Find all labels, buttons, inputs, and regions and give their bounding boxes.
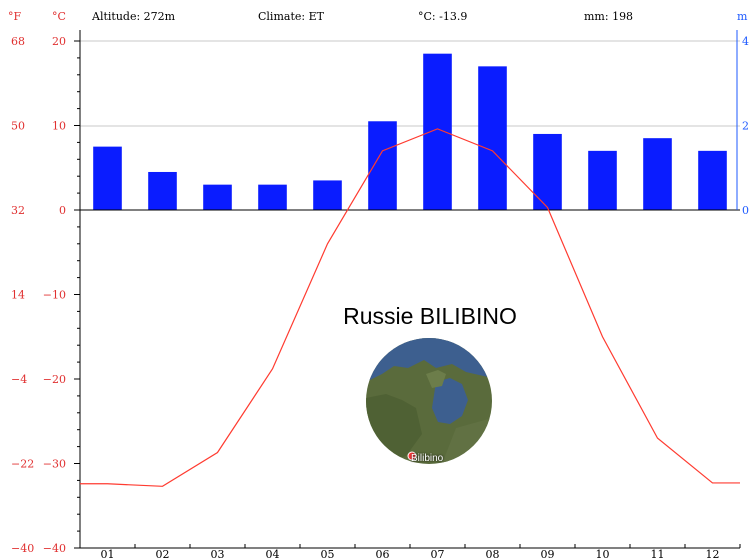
- mm-ticks: 4 2 0: [742, 35, 749, 217]
- month-labels: 01 02 03 04 05 06 07 08 09 10 11 12: [101, 544, 741, 558]
- precip-total-label: mm: 198: [584, 10, 633, 23]
- temperature-line: [80, 128, 740, 487]
- precip-bar-02: [148, 171, 177, 210]
- precip-bar-03: [203, 184, 232, 210]
- fahrenheit-tick-label: −40: [11, 542, 34, 555]
- precip-bar-06: [368, 121, 397, 210]
- fahrenheit-unit-label: °F: [8, 10, 22, 23]
- precip-bar-11: [643, 138, 672, 210]
- precip-bar-09: [533, 133, 562, 210]
- celsius-tick-label: 20: [52, 35, 66, 48]
- precip-bars: [93, 53, 727, 210]
- month-label-03: 03: [211, 548, 225, 558]
- precip-bar-01: [93, 146, 122, 210]
- celsius-tick-label: −20: [43, 373, 66, 386]
- station-map: [366, 338, 492, 464]
- month-label-09: 09: [541, 548, 555, 558]
- celsius-tick-label: −30: [43, 458, 66, 471]
- precip-bar-10: [588, 150, 617, 210]
- altitude-label: Altitude: 272m: [91, 10, 176, 23]
- fahrenheit-tick-label: −4: [11, 373, 27, 386]
- fahrenheit-tick-label: 32: [11, 204, 25, 217]
- month-label-04: 04: [266, 548, 280, 558]
- precip-bar-08: [478, 66, 507, 210]
- y-ticks: 20 68 10 50 0 32 −10 14 −20 −4 −30 −22 −40 −40: [11, 35, 80, 555]
- month-label-02: 02: [156, 548, 170, 558]
- mm-tick-label: 2: [742, 120, 749, 133]
- month-label-01: 01: [101, 548, 115, 558]
- celsius-tick-label: 10: [52, 120, 66, 133]
- precip-bar-05: [313, 180, 342, 210]
- month-label-05: 05: [321, 548, 335, 558]
- fahrenheit-tick-label: 50: [11, 120, 25, 133]
- celsius-tick-label: 0: [59, 204, 66, 217]
- precip-bar-07: [423, 53, 452, 210]
- month-label-11: 11: [651, 548, 665, 558]
- month-label-07: 07: [431, 548, 445, 558]
- month-label-08: 08: [486, 548, 500, 558]
- mm-unit-label: m: [737, 10, 748, 23]
- station-title: Russie BILIBINO: [343, 303, 517, 329]
- fahrenheit-tick-label: 68: [11, 35, 25, 48]
- climate-label: Climate: ET: [258, 10, 325, 23]
- month-label-12: 12: [706, 548, 720, 558]
- map-place-label: Bilibino: [411, 453, 444, 464]
- celsius-tick-label: −40: [43, 542, 66, 555]
- mm-tick-label: 0: [742, 204, 749, 217]
- mm-tick-label: 4: [742, 35, 749, 48]
- fahrenheit-tick-label: 14: [11, 289, 25, 302]
- month-label-10: 10: [596, 548, 610, 558]
- precip-bar-04: [258, 184, 287, 210]
- precip-bar-12: [698, 150, 727, 210]
- celsius-tick-label: −10: [43, 289, 66, 302]
- month-label-06: 06: [376, 548, 390, 558]
- celsius-unit-label: °C: [52, 10, 66, 23]
- avg-temp-label: °C: -13.9: [418, 10, 467, 23]
- fahrenheit-tick-label: −22: [11, 458, 34, 471]
